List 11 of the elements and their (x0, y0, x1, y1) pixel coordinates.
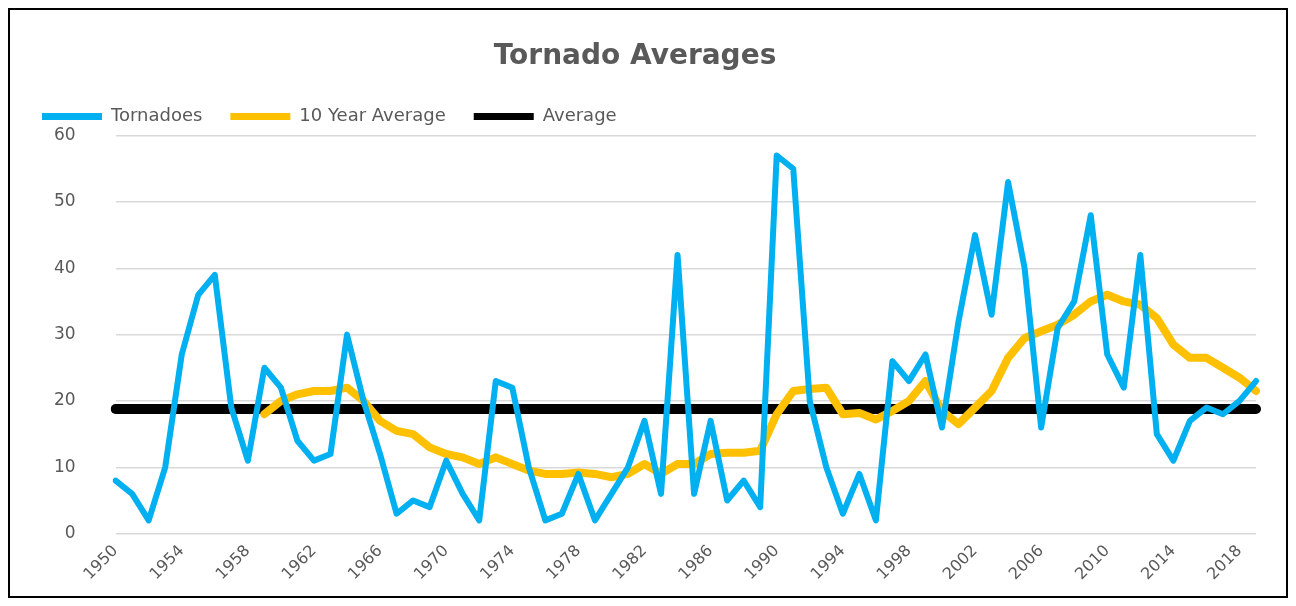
y-tick-label: 30 (53, 323, 76, 344)
y-tick-label: 10 (53, 455, 76, 476)
y-tick-label: 60 (53, 124, 76, 145)
y-tick-label: 50 (53, 190, 76, 211)
chart-title: Tornado Averages (493, 38, 777, 72)
y-tick-label: 40 (53, 256, 76, 277)
legend-label: Average (542, 104, 617, 126)
y-tick-label: 20 (53, 389, 76, 410)
legend-label: Tornadoes (110, 104, 203, 126)
y-tick-label: 0 (64, 522, 76, 543)
legend-label: 10 Year Average (299, 104, 446, 126)
